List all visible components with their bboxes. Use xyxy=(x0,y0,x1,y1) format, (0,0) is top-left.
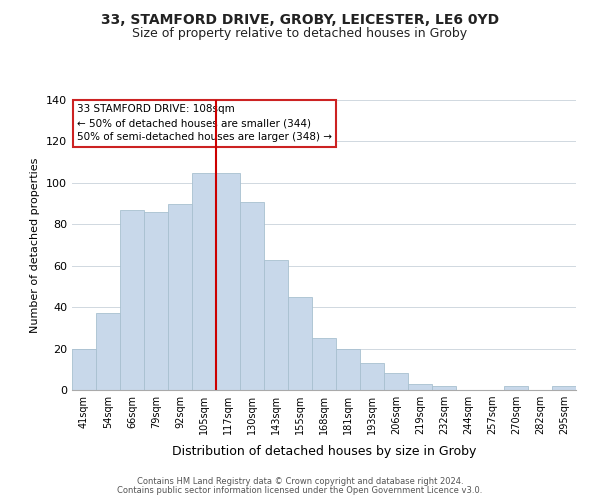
Bar xyxy=(552,386,576,390)
Bar xyxy=(384,374,408,390)
Bar xyxy=(360,363,384,390)
Bar xyxy=(192,172,216,390)
Bar xyxy=(96,314,120,390)
Bar xyxy=(408,384,432,390)
Text: Size of property relative to detached houses in Groby: Size of property relative to detached ho… xyxy=(133,28,467,40)
Bar xyxy=(168,204,192,390)
Bar xyxy=(240,202,264,390)
Bar xyxy=(264,260,288,390)
Bar xyxy=(504,386,528,390)
Bar xyxy=(144,212,168,390)
Bar xyxy=(288,297,312,390)
Text: 33, STAMFORD DRIVE, GROBY, LEICESTER, LE6 0YD: 33, STAMFORD DRIVE, GROBY, LEICESTER, LE… xyxy=(101,12,499,26)
Bar xyxy=(432,386,456,390)
Text: Contains public sector information licensed under the Open Government Licence v3: Contains public sector information licen… xyxy=(118,486,482,495)
Bar xyxy=(336,348,360,390)
Bar xyxy=(120,210,144,390)
Text: 33 STAMFORD DRIVE: 108sqm
← 50% of detached houses are smaller (344)
50% of semi: 33 STAMFORD DRIVE: 108sqm ← 50% of detac… xyxy=(77,104,332,142)
Text: Contains HM Land Registry data © Crown copyright and database right 2024.: Contains HM Land Registry data © Crown c… xyxy=(137,477,463,486)
Y-axis label: Number of detached properties: Number of detached properties xyxy=(31,158,40,332)
X-axis label: Distribution of detached houses by size in Groby: Distribution of detached houses by size … xyxy=(172,446,476,458)
Bar xyxy=(312,338,336,390)
Bar xyxy=(72,348,96,390)
Bar xyxy=(216,172,240,390)
